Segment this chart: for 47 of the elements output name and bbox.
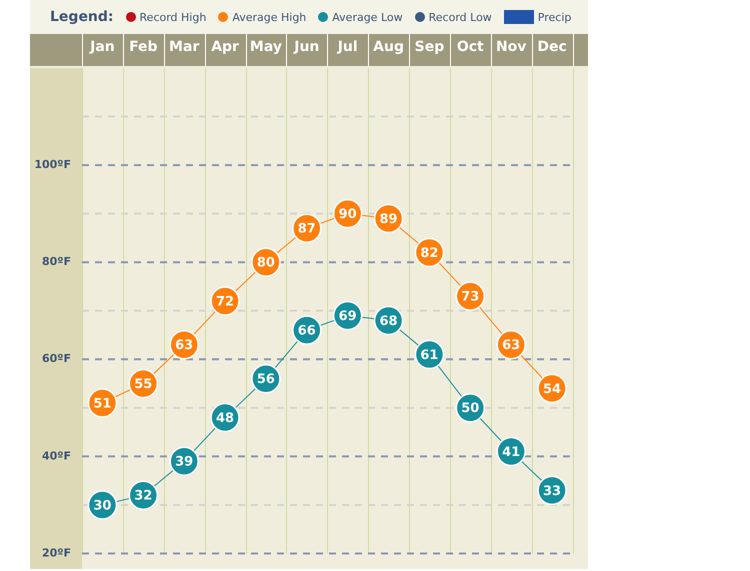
x-tick-label: Mar: [169, 39, 200, 56]
data-label: 55: [134, 376, 152, 392]
legend-label: Record Low: [428, 10, 492, 24]
data-label: 30: [93, 498, 112, 514]
data-label: 61: [420, 348, 438, 363]
x-tick-label: Aug: [373, 39, 404, 56]
y-tick-label: 20ºF: [42, 546, 71, 560]
legend-label: Precip: [538, 10, 572, 24]
data-label: 32: [134, 488, 152, 504]
y-tick-label: 60ºF: [42, 352, 71, 366]
data-label: 41: [502, 444, 520, 460]
data-label: 68: [380, 314, 398, 329]
x-tick-label: Apr: [211, 39, 240, 56]
x-tick-label: Dec: [537, 39, 567, 56]
data-label: 63: [502, 338, 520, 354]
data-label: 51: [93, 396, 112, 412]
data-label: 89: [380, 212, 398, 227]
x-tick-label: Sep: [414, 39, 444, 56]
data-label: 69: [338, 308, 357, 324]
data-label: 50: [461, 401, 480, 416]
y-tick-label: 40ºF: [42, 449, 71, 462]
data-label: 87: [298, 222, 316, 237]
data-label: 72: [216, 294, 234, 310]
data-label: 33: [543, 484, 562, 499]
x-tick-label: Oct: [456, 39, 484, 56]
data-label: 66: [298, 324, 316, 339]
legend-label: Average Low: [332, 10, 403, 24]
x-tick-label: May: [250, 39, 282, 56]
data-label: 80: [256, 256, 275, 271]
legend-label: Average High: [232, 10, 306, 24]
data-label: 90: [338, 207, 357, 222]
data-label: 54: [543, 382, 562, 397]
legend-title: Legend:: [50, 9, 114, 25]
x-tick-label: Feb: [129, 39, 158, 56]
data-label: 39: [175, 454, 194, 470]
y-tick-label: 80ºF: [42, 255, 71, 268]
legend-label: Record High: [140, 10, 206, 24]
data-label: 73: [461, 290, 480, 305]
x-tick-label: Jul: [336, 39, 358, 56]
x-tick-label: Nov: [496, 39, 526, 56]
data-label: 48: [216, 410, 234, 426]
y-tick-label: 100ºF: [34, 158, 71, 171]
x-tick-label: Jan: [89, 39, 115, 56]
data-label: 56: [256, 372, 275, 388]
data-label: 63: [175, 338, 194, 354]
data-label: 82: [420, 246, 438, 261]
x-tick-label: Jun: [293, 39, 320, 56]
